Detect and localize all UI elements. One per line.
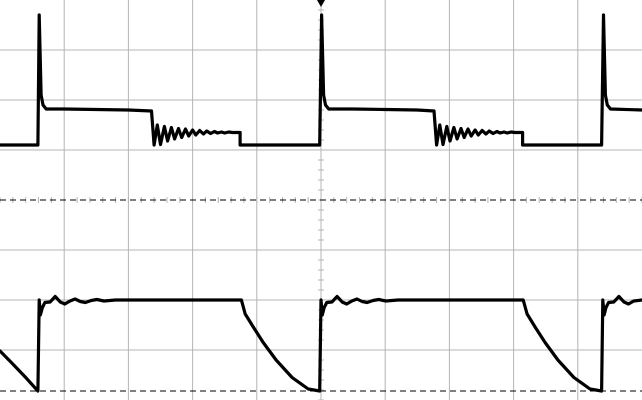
traces: [0, 13, 642, 393]
markers: [317, 0, 325, 7]
lower-trace: [0, 294, 642, 393]
upper-trace: [0, 13, 642, 147]
trigger-marker-icon: [317, 0, 325, 7]
